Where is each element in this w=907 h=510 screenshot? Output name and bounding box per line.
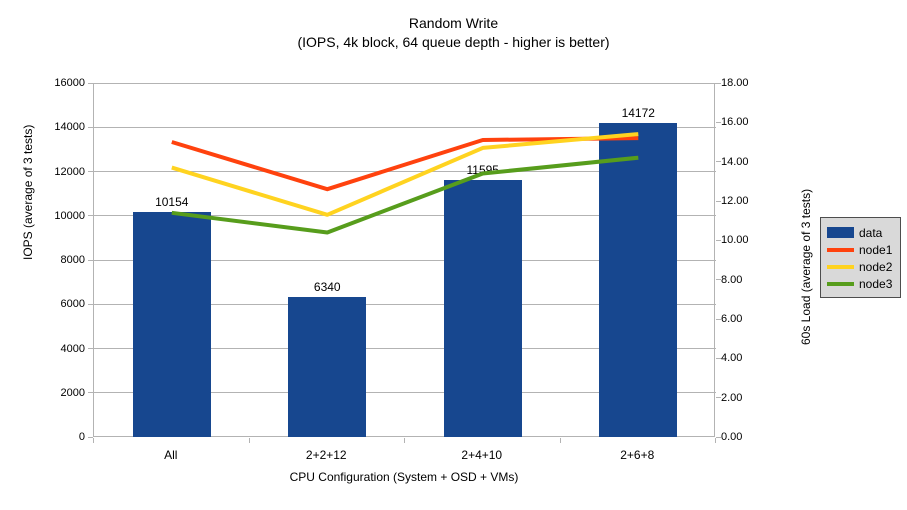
gridline [94, 259, 716, 261]
y-axis-tick-label-left: 6000 [60, 298, 85, 311]
y-axis-tick-right [716, 239, 721, 241]
y-axis-tick-left [88, 215, 93, 217]
y-axis-title-right: 60s Load (average of 3 tests) [799, 188, 813, 345]
y-axis-tick-label-right: 18.00 [721, 77, 749, 89]
legend-line-swatch-node3 [827, 281, 854, 286]
y-axis-tick-label-left: 12000 [54, 165, 85, 178]
legend-bar-swatch-data [827, 227, 854, 238]
legend-label-node3: node3 [859, 276, 893, 291]
legend-item-node1: node1 [827, 241, 894, 258]
legend-label-node2: node2 [859, 259, 893, 274]
x-axis-title: CPU Configuration (System + OSD + VMs) [289, 470, 519, 484]
x-axis-tick [404, 438, 405, 443]
y-axis-tick-label-left: 0 [78, 431, 85, 443]
y-axis-tick-right [716, 436, 721, 438]
y-axis-tick-right [716, 200, 721, 202]
y-axis-title-left: IOPS (average of 3 tests) [21, 124, 35, 260]
legend: data node1 node2 node3 [820, 217, 901, 298]
gridline [94, 126, 716, 128]
legend-item-data: data [827, 224, 894, 241]
y-axis-tick-label-left: 10000 [54, 209, 85, 222]
legend-item-node2: node2 [827, 258, 894, 275]
x-axis-category-label: 2+2+12 [305, 448, 347, 462]
x-axis-category-label: All [164, 448, 178, 462]
y-axis-tick-left [88, 392, 93, 394]
legend-label-data: data [859, 225, 883, 240]
bar-value-label: 6340 [313, 279, 341, 294]
y-axis-tick-label-right: 2.00 [721, 391, 743, 404]
y-axis-tick-right [716, 82, 721, 84]
y-axis-tick-label-right: 14.00 [721, 155, 749, 168]
y-axis-tick-right [716, 357, 721, 359]
x-axis-tick [715, 438, 716, 443]
y-axis-tick-label-right: 8.00 [721, 273, 743, 286]
y-axis-tick-right [716, 279, 721, 281]
legend-label-node1: node1 [859, 242, 893, 257]
bar-value-label: 14172 [621, 106, 655, 121]
legend-line-swatch-node2 [827, 264, 854, 269]
y-axis-tick-label-right: 10.00 [721, 234, 749, 247]
gridline [94, 303, 716, 305]
legend-line-swatch-node1 [827, 247, 854, 252]
y-axis-tick-left [88, 259, 93, 261]
chart-title: Random Write [408, 15, 499, 31]
bar-value-label: 10154 [155, 195, 189, 210]
bar-2+2+12 [288, 296, 367, 437]
y-axis-tick-left [88, 303, 93, 305]
bar-2+4+10 [443, 180, 522, 437]
line-node1 [171, 136, 639, 192]
x-axis-tick [559, 438, 561, 443]
chart-title-block: Random Write (IOPS, 4k block, 64 queue d… [0, 14, 907, 52]
y-axis-tick-label-right: 16.00 [721, 116, 749, 129]
bar-value-label: 11595 [466, 163, 499, 178]
y-axis-tick-left [88, 126, 93, 128]
line-node3 [171, 155, 639, 235]
line-node2 [171, 132, 639, 217]
y-axis-tick-label-right: 4.00 [721, 352, 743, 365]
x-axis-tick [93, 438, 94, 443]
y-axis-tick-label-left: 2000 [60, 386, 85, 399]
y-axis-tick-left [88, 348, 93, 349]
y-axis-tick-label-right: 12.00 [721, 195, 749, 207]
gridline [94, 348, 716, 349]
y-axis-tick-label-left: 16000 [54, 77, 85, 89]
y-axis-tick-label-left: 8000 [60, 254, 85, 266]
y-axis-tick-label-left: 4000 [60, 342, 85, 355]
legend-item-node3: node3 [827, 275, 894, 292]
x-axis-category-label: 2+6+8 [620, 448, 655, 462]
bar-2+6+8 [599, 123, 678, 437]
chart-subtitle: (IOPS, 4k block, 64 queue depth - higher… [297, 34, 610, 50]
y-axis-tick-label-right: 0.00 [721, 431, 743, 443]
y-axis-tick-right [716, 397, 721, 399]
gridline [94, 392, 716, 394]
y-axis-tick-right [716, 121, 721, 123]
x-axis-tick [248, 438, 250, 443]
y-axis-tick-label-left: 14000 [54, 121, 85, 134]
plot-area: 10154 6340 11595 14172 [93, 82, 716, 437]
gridline [94, 82, 716, 84]
y-axis-tick-right [716, 161, 721, 163]
bar-All [132, 212, 211, 437]
x-axis-category-label: 2+4+10 [461, 448, 503, 462]
y-axis-tick-label-right: 6.00 [721, 313, 743, 325]
y-axis-tick-left [88, 82, 93, 84]
y-axis-tick-left [88, 436, 93, 438]
y-axis-tick-left [88, 171, 93, 172]
y-axis-tick-right [716, 318, 721, 320]
